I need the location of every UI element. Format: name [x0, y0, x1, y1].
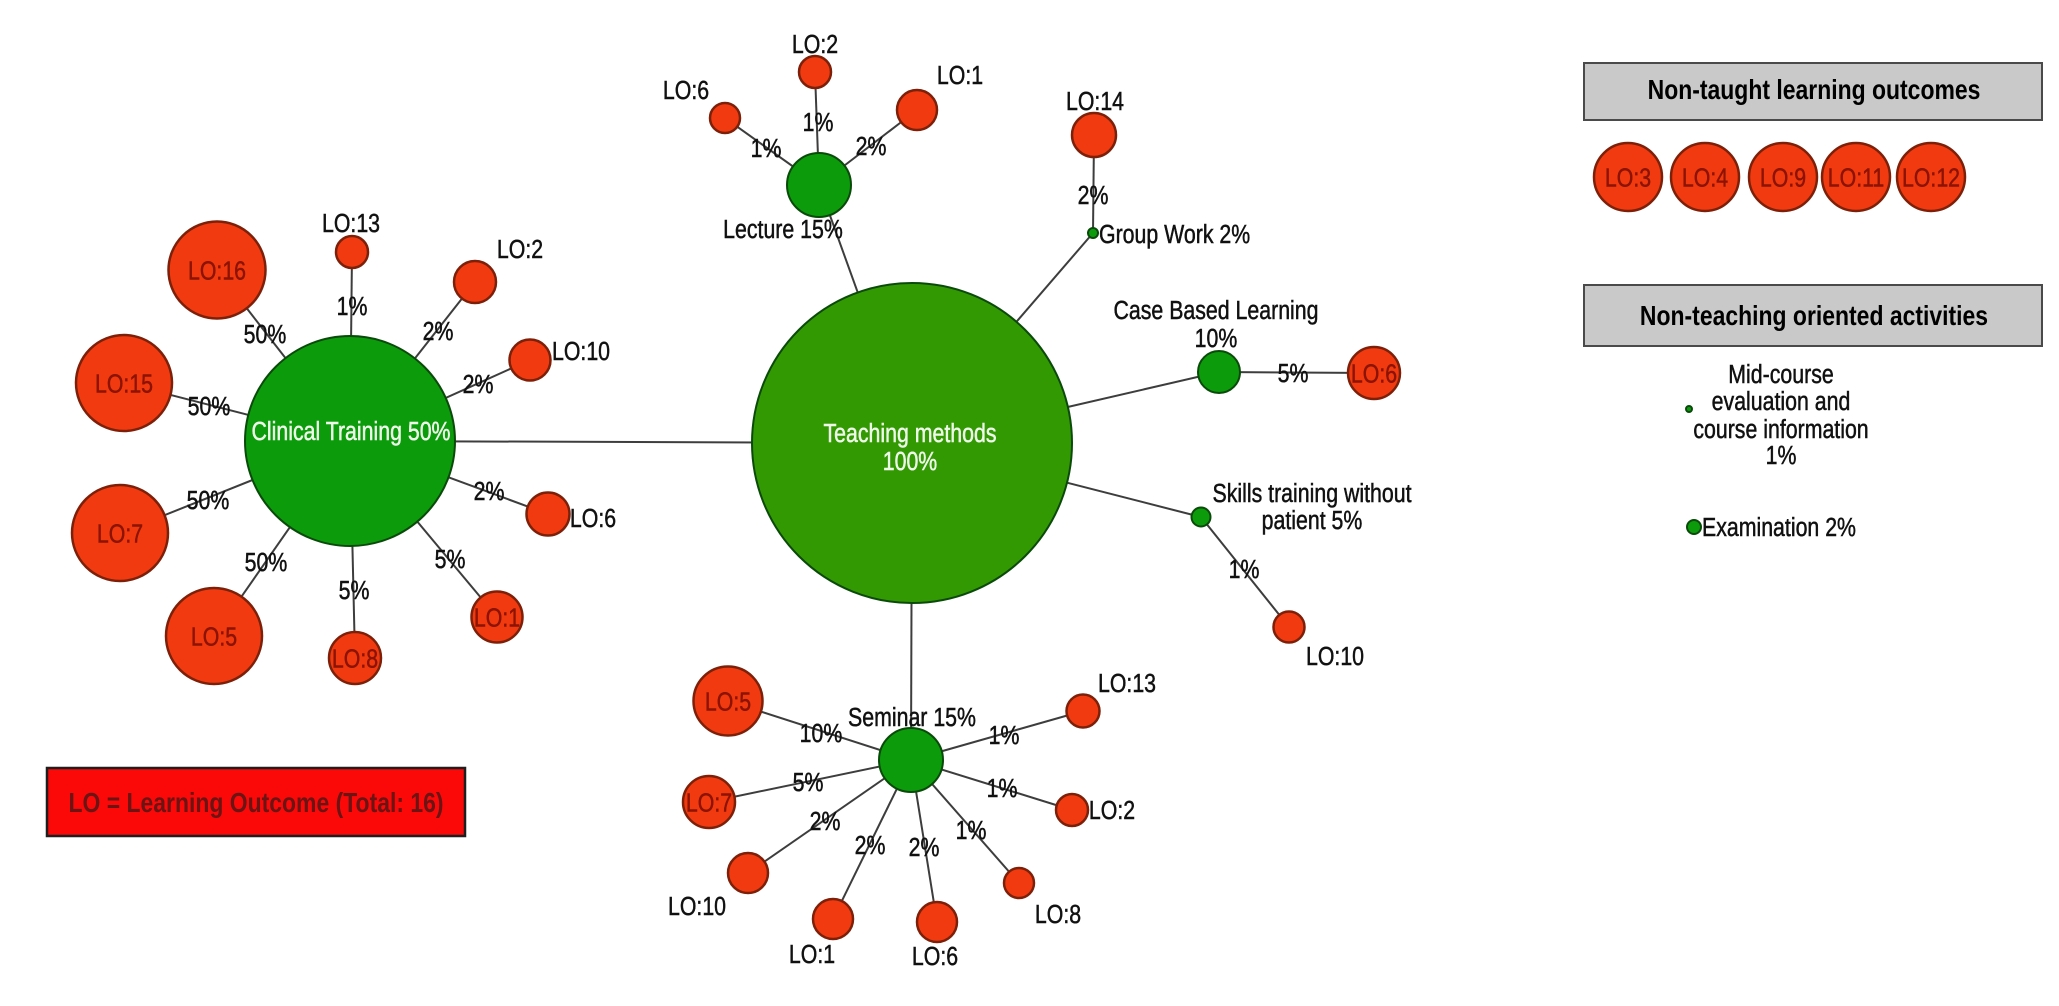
svg-text:LO:12: LO:12	[1902, 164, 1960, 194]
svg-text:evaluation and: evaluation and	[1712, 387, 1851, 417]
svg-text:LO:14: LO:14	[1066, 87, 1124, 117]
svg-text:1%: 1%	[337, 292, 368, 322]
svg-text:LO:6: LO:6	[912, 942, 958, 972]
svg-text:LO:6: LO:6	[1351, 360, 1397, 390]
svg-text:Skills training without: Skills training without	[1212, 479, 1411, 509]
svg-text:1%: 1%	[803, 108, 834, 138]
svg-text:LO:5: LO:5	[705, 688, 751, 718]
svg-text:50%: 50%	[244, 320, 287, 350]
svg-text:2%: 2%	[423, 317, 454, 347]
svg-text:LO:8: LO:8	[1035, 900, 1081, 930]
svg-text:5%: 5%	[793, 768, 824, 798]
svg-text:Case Based Learning: Case Based Learning	[1114, 296, 1319, 326]
svg-text:LO:13: LO:13	[1098, 669, 1156, 699]
svg-text:5%: 5%	[435, 545, 466, 575]
svg-text:5%: 5%	[1278, 359, 1309, 389]
svg-text:2%: 2%	[810, 807, 841, 837]
svg-text:Examination 2%: Examination 2%	[1702, 513, 1856, 543]
svg-text:LO:1: LO:1	[789, 940, 835, 970]
svg-text:50%: 50%	[187, 486, 230, 516]
svg-text:LO:13: LO:13	[322, 209, 380, 239]
svg-text:LO:7: LO:7	[97, 520, 143, 550]
svg-text:1%: 1%	[1766, 441, 1797, 471]
svg-text:100%: 100%	[883, 447, 938, 477]
svg-text:LO:5: LO:5	[191, 623, 237, 653]
svg-text:LO:1: LO:1	[474, 604, 520, 634]
svg-text:LO:4: LO:4	[1682, 164, 1728, 194]
svg-text:LO:2: LO:2	[497, 235, 543, 265]
svg-text:LO = Learning Outcome (Total:: LO = Learning Outcome (Total: 16)	[68, 788, 443, 819]
svg-text:course information: course information	[1693, 415, 1868, 445]
svg-text:LO:6: LO:6	[570, 504, 616, 534]
svg-text:10%: 10%	[800, 719, 843, 749]
svg-text:5%: 5%	[339, 576, 370, 606]
svg-text:LO:2: LO:2	[792, 30, 838, 60]
svg-text:patient 5%: patient 5%	[1262, 506, 1363, 536]
svg-text:2%: 2%	[909, 833, 940, 863]
svg-text:1%: 1%	[987, 774, 1018, 804]
svg-text:1%: 1%	[956, 816, 987, 846]
svg-text:2%: 2%	[855, 831, 886, 861]
svg-text:LO:3: LO:3	[1605, 164, 1651, 194]
svg-text:1%: 1%	[751, 134, 782, 164]
svg-text:1%: 1%	[989, 721, 1020, 751]
svg-text:LO:10: LO:10	[1306, 642, 1364, 672]
svg-text:LO:1: LO:1	[937, 61, 983, 91]
svg-text:LO:9: LO:9	[1760, 164, 1806, 194]
svg-text:10%: 10%	[1195, 324, 1238, 354]
svg-text:Seminar 15%: Seminar 15%	[848, 703, 976, 733]
svg-text:50%: 50%	[188, 392, 231, 422]
svg-text:LO:11: LO:11	[1828, 164, 1884, 194]
svg-text:Clinical Training 50%: Clinical Training 50%	[251, 417, 450, 447]
svg-text:Lecture 15%: Lecture 15%	[723, 215, 843, 245]
svg-text:LO:7: LO:7	[686, 789, 732, 819]
svg-text:2%: 2%	[856, 132, 887, 162]
svg-text:Non-teaching oriented activiti: Non-teaching oriented activities	[1640, 301, 1988, 332]
svg-text:Teaching methods: Teaching methods	[824, 419, 997, 449]
svg-text:LO:2: LO:2	[1089, 796, 1135, 826]
svg-text:Non-taught learning outcomes: Non-taught learning outcomes	[1648, 75, 1981, 106]
svg-text:2%: 2%	[463, 370, 494, 400]
svg-text:LO:10: LO:10	[552, 337, 610, 367]
svg-text:LO:15: LO:15	[95, 370, 153, 400]
svg-text:Mid-course: Mid-course	[1728, 360, 1833, 390]
svg-text:2%: 2%	[474, 477, 505, 507]
svg-text:1%: 1%	[1229, 555, 1260, 585]
svg-text:LO:16: LO:16	[188, 257, 246, 287]
svg-text:2%: 2%	[1078, 181, 1109, 211]
svg-text:LO:8: LO:8	[332, 645, 378, 675]
svg-text:Group Work 2%: Group Work 2%	[1099, 220, 1250, 250]
svg-text:LO:6: LO:6	[663, 76, 709, 106]
svg-text:50%: 50%	[245, 548, 288, 578]
svg-text:LO:10: LO:10	[668, 892, 726, 922]
